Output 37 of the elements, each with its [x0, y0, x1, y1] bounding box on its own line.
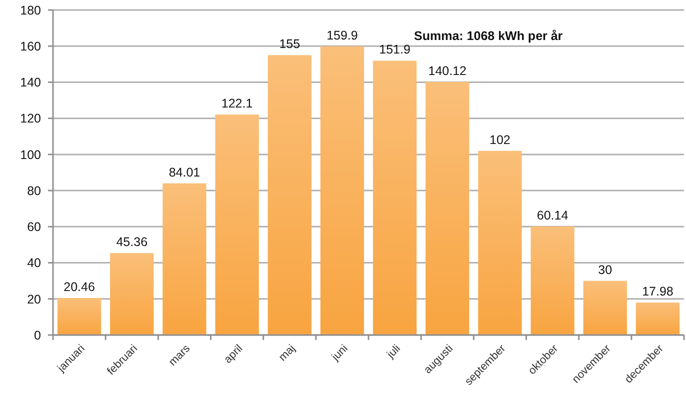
- bar: [583, 280, 627, 335]
- bar: [57, 298, 102, 335]
- annotation: Summa: 1068 kWh per år: [414, 29, 563, 43]
- data-label: 102: [490, 132, 510, 147]
- y-tick-label: 180: [20, 3, 42, 18]
- data-label: 140.12: [428, 64, 467, 78]
- y-tick-label: 140: [20, 76, 42, 90]
- data-label: 45.36: [116, 235, 148, 250]
- bar: [426, 82, 470, 335]
- data-label: 60.14: [536, 208, 568, 222]
- bar: [636, 302, 680, 335]
- y-tick-label: 160: [20, 39, 42, 54]
- data-label: 151.9: [379, 42, 410, 57]
- data-label: 159.9: [326, 28, 358, 42]
- y-tick-label: 100: [20, 148, 42, 162]
- y-tick-label: 20: [27, 292, 42, 306]
- y-tick-label: 60: [27, 220, 42, 234]
- bar: [530, 226, 574, 335]
- bar: [162, 183, 206, 335]
- data-label: 17.98: [642, 284, 674, 299]
- data-label: 155: [279, 37, 300, 52]
- bar: [110, 253, 154, 335]
- y-tick-label: 80: [27, 184, 42, 198]
- data-label: 20.46: [64, 280, 95, 294]
- y-tick-label: 40: [27, 256, 42, 270]
- bar: [320, 46, 364, 335]
- data-label: 30: [598, 262, 612, 277]
- y-tick-label: 120: [20, 112, 42, 126]
- data-label: 84.01: [168, 165, 200, 180]
- bar: [478, 150, 522, 335]
- bar: [215, 114, 259, 335]
- y-tick-label: 0: [34, 328, 42, 342]
- bar: [372, 60, 417, 335]
- x-tick-label: maj: [276, 342, 298, 364]
- bar: [268, 55, 312, 335]
- data-label: 122.1: [221, 96, 253, 111]
- x-tick-label: juli: [384, 342, 403, 362]
